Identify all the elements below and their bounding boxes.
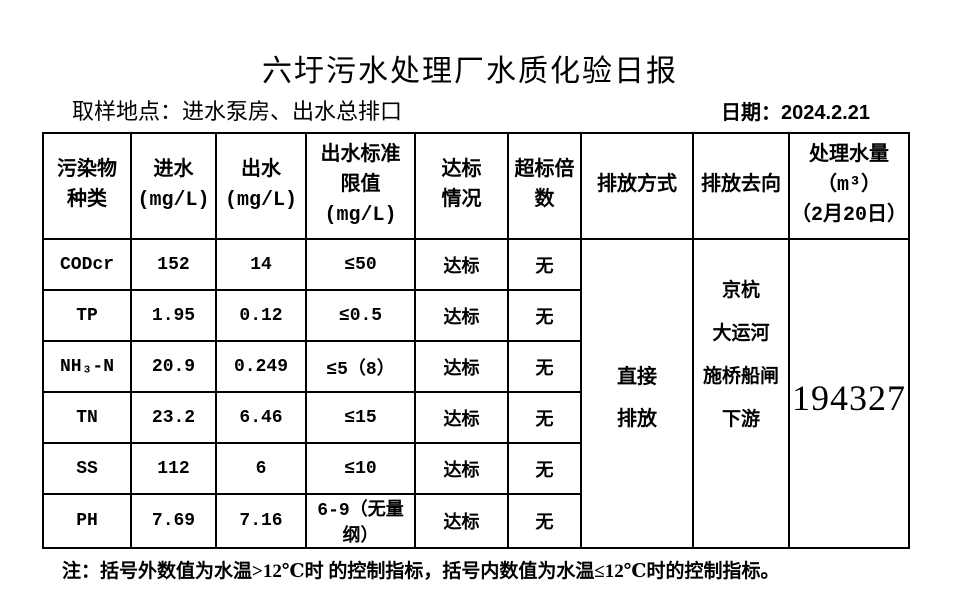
page-title: 六圩污水处理厂水质化验日报 bbox=[262, 55, 678, 88]
pollutant-cell: CODcr bbox=[42, 238, 132, 291]
limit-cell: ≤5（8） bbox=[305, 340, 416, 393]
influent-cell: 152 bbox=[130, 238, 217, 291]
discharge-destination-cell: 京杭 大运河 施桥船闸 下游 bbox=[692, 238, 790, 549]
header-discharge-mode: 排放方式 bbox=[580, 132, 694, 240]
exceedance-cell: 无 bbox=[507, 442, 582, 495]
effluent-cell: 6.46 bbox=[215, 391, 307, 444]
effluent-cell: 0.12 bbox=[215, 289, 307, 342]
table-row-tp: TP 1.95 0.12 ≤0.5 达标 无 bbox=[42, 289, 909, 342]
effluent-cell: 7.16 bbox=[215, 493, 307, 549]
limit-cell: ≤50 bbox=[305, 238, 416, 291]
pollutant-cell: NH₃-N bbox=[42, 340, 132, 393]
influent-cell: 23.2 bbox=[130, 391, 217, 444]
exceedance-cell: 无 bbox=[507, 238, 582, 291]
effluent-cell: 14 bbox=[215, 238, 307, 291]
header-discharge-destination: 排放去向 bbox=[692, 132, 790, 240]
exceedance-cell: 无 bbox=[507, 289, 582, 342]
limit-cell: ≤10 bbox=[305, 442, 416, 495]
effluent-cell: 0.249 bbox=[215, 340, 307, 393]
header-compliance: 达标 情况 bbox=[414, 132, 509, 240]
table-row-tn: TN 23.2 6.46 ≤15 达标 无 bbox=[42, 391, 909, 444]
compliance-cell: 达标 bbox=[414, 391, 509, 444]
compliance-cell: 达标 bbox=[414, 442, 509, 495]
compliance-cell: 达标 bbox=[414, 340, 509, 393]
pollutant-cell: PH bbox=[42, 493, 132, 549]
pollutant-cell: TP bbox=[42, 289, 132, 342]
treated-volume-cell: 194327 bbox=[788, 238, 910, 549]
exceedance-cell: 无 bbox=[507, 391, 582, 444]
effluent-cell: 6 bbox=[215, 442, 307, 495]
table-row-nh3n: NH₃-N 20.9 0.249 ≤5（8） 达标 无 bbox=[42, 340, 909, 393]
compliance-cell: 达标 bbox=[414, 238, 509, 291]
exceedance-cell: 无 bbox=[507, 340, 582, 393]
water-quality-table: 污染物 种类 进水 (mg/L) 出水 (mg/L) 出水标准 限值 (mg/L… bbox=[42, 132, 910, 549]
table-row-ss: SS 112 6 ≤10 达标 无 bbox=[42, 442, 909, 495]
table-row-codcr: CODcr 152 14 ≤50 达标 无 直接 排放 京杭 大运河 施桥船闸 … bbox=[42, 238, 910, 549]
header-effluent-limit: 出水标准 限值 (mg/L) bbox=[305, 132, 416, 240]
table-header-row: 污染物 种类 进水 (mg/L) 出水 (mg/L) 出水标准 限值 (mg/L… bbox=[42, 132, 910, 240]
report-date-label: 日期：2024.2.21 bbox=[721, 102, 870, 124]
compliance-cell: 达标 bbox=[414, 493, 509, 549]
limit-cell: ≤15 bbox=[305, 391, 416, 444]
pollutant-cell: TN bbox=[42, 391, 132, 444]
header-exceedance: 超标倍 数 bbox=[507, 132, 582, 240]
pollutant-cell: SS bbox=[42, 442, 132, 495]
table-row-ph: PH 7.69 7.16 6-9（无量纲） 达标 无 bbox=[42, 493, 909, 549]
influent-cell: 20.9 bbox=[130, 340, 217, 393]
exceedance-cell: 无 bbox=[507, 493, 582, 549]
sampling-location-label: 取样地点：进水泵房、出水总排口 bbox=[72, 99, 403, 124]
influent-cell: 7.69 bbox=[130, 493, 217, 549]
footnote: 注：括号外数值为水温>12℃时 的控制指标，括号内数值为水温≤12℃时的控制指标… bbox=[62, 561, 780, 582]
limit-cell: 6-9（无量纲） bbox=[305, 493, 416, 549]
header-influent: 进水 (mg/L) bbox=[130, 132, 217, 240]
header-effluent: 出水 (mg/L) bbox=[215, 132, 307, 240]
influent-cell: 1.95 bbox=[130, 289, 217, 342]
compliance-cell: 达标 bbox=[414, 289, 509, 342]
influent-cell: 112 bbox=[130, 442, 217, 495]
limit-cell: ≤0.5 bbox=[305, 289, 416, 342]
discharge-mode-cell: 直接 排放 bbox=[580, 238, 694, 549]
meta-row: 取样地点：进水泵房、出水总排口 日期：2024.2.21 bbox=[72, 94, 870, 126]
header-treated-volume: 处理水量 （m³） （2月20日） bbox=[788, 132, 910, 240]
header-pollutant-type: 污染物 种类 bbox=[42, 132, 132, 240]
